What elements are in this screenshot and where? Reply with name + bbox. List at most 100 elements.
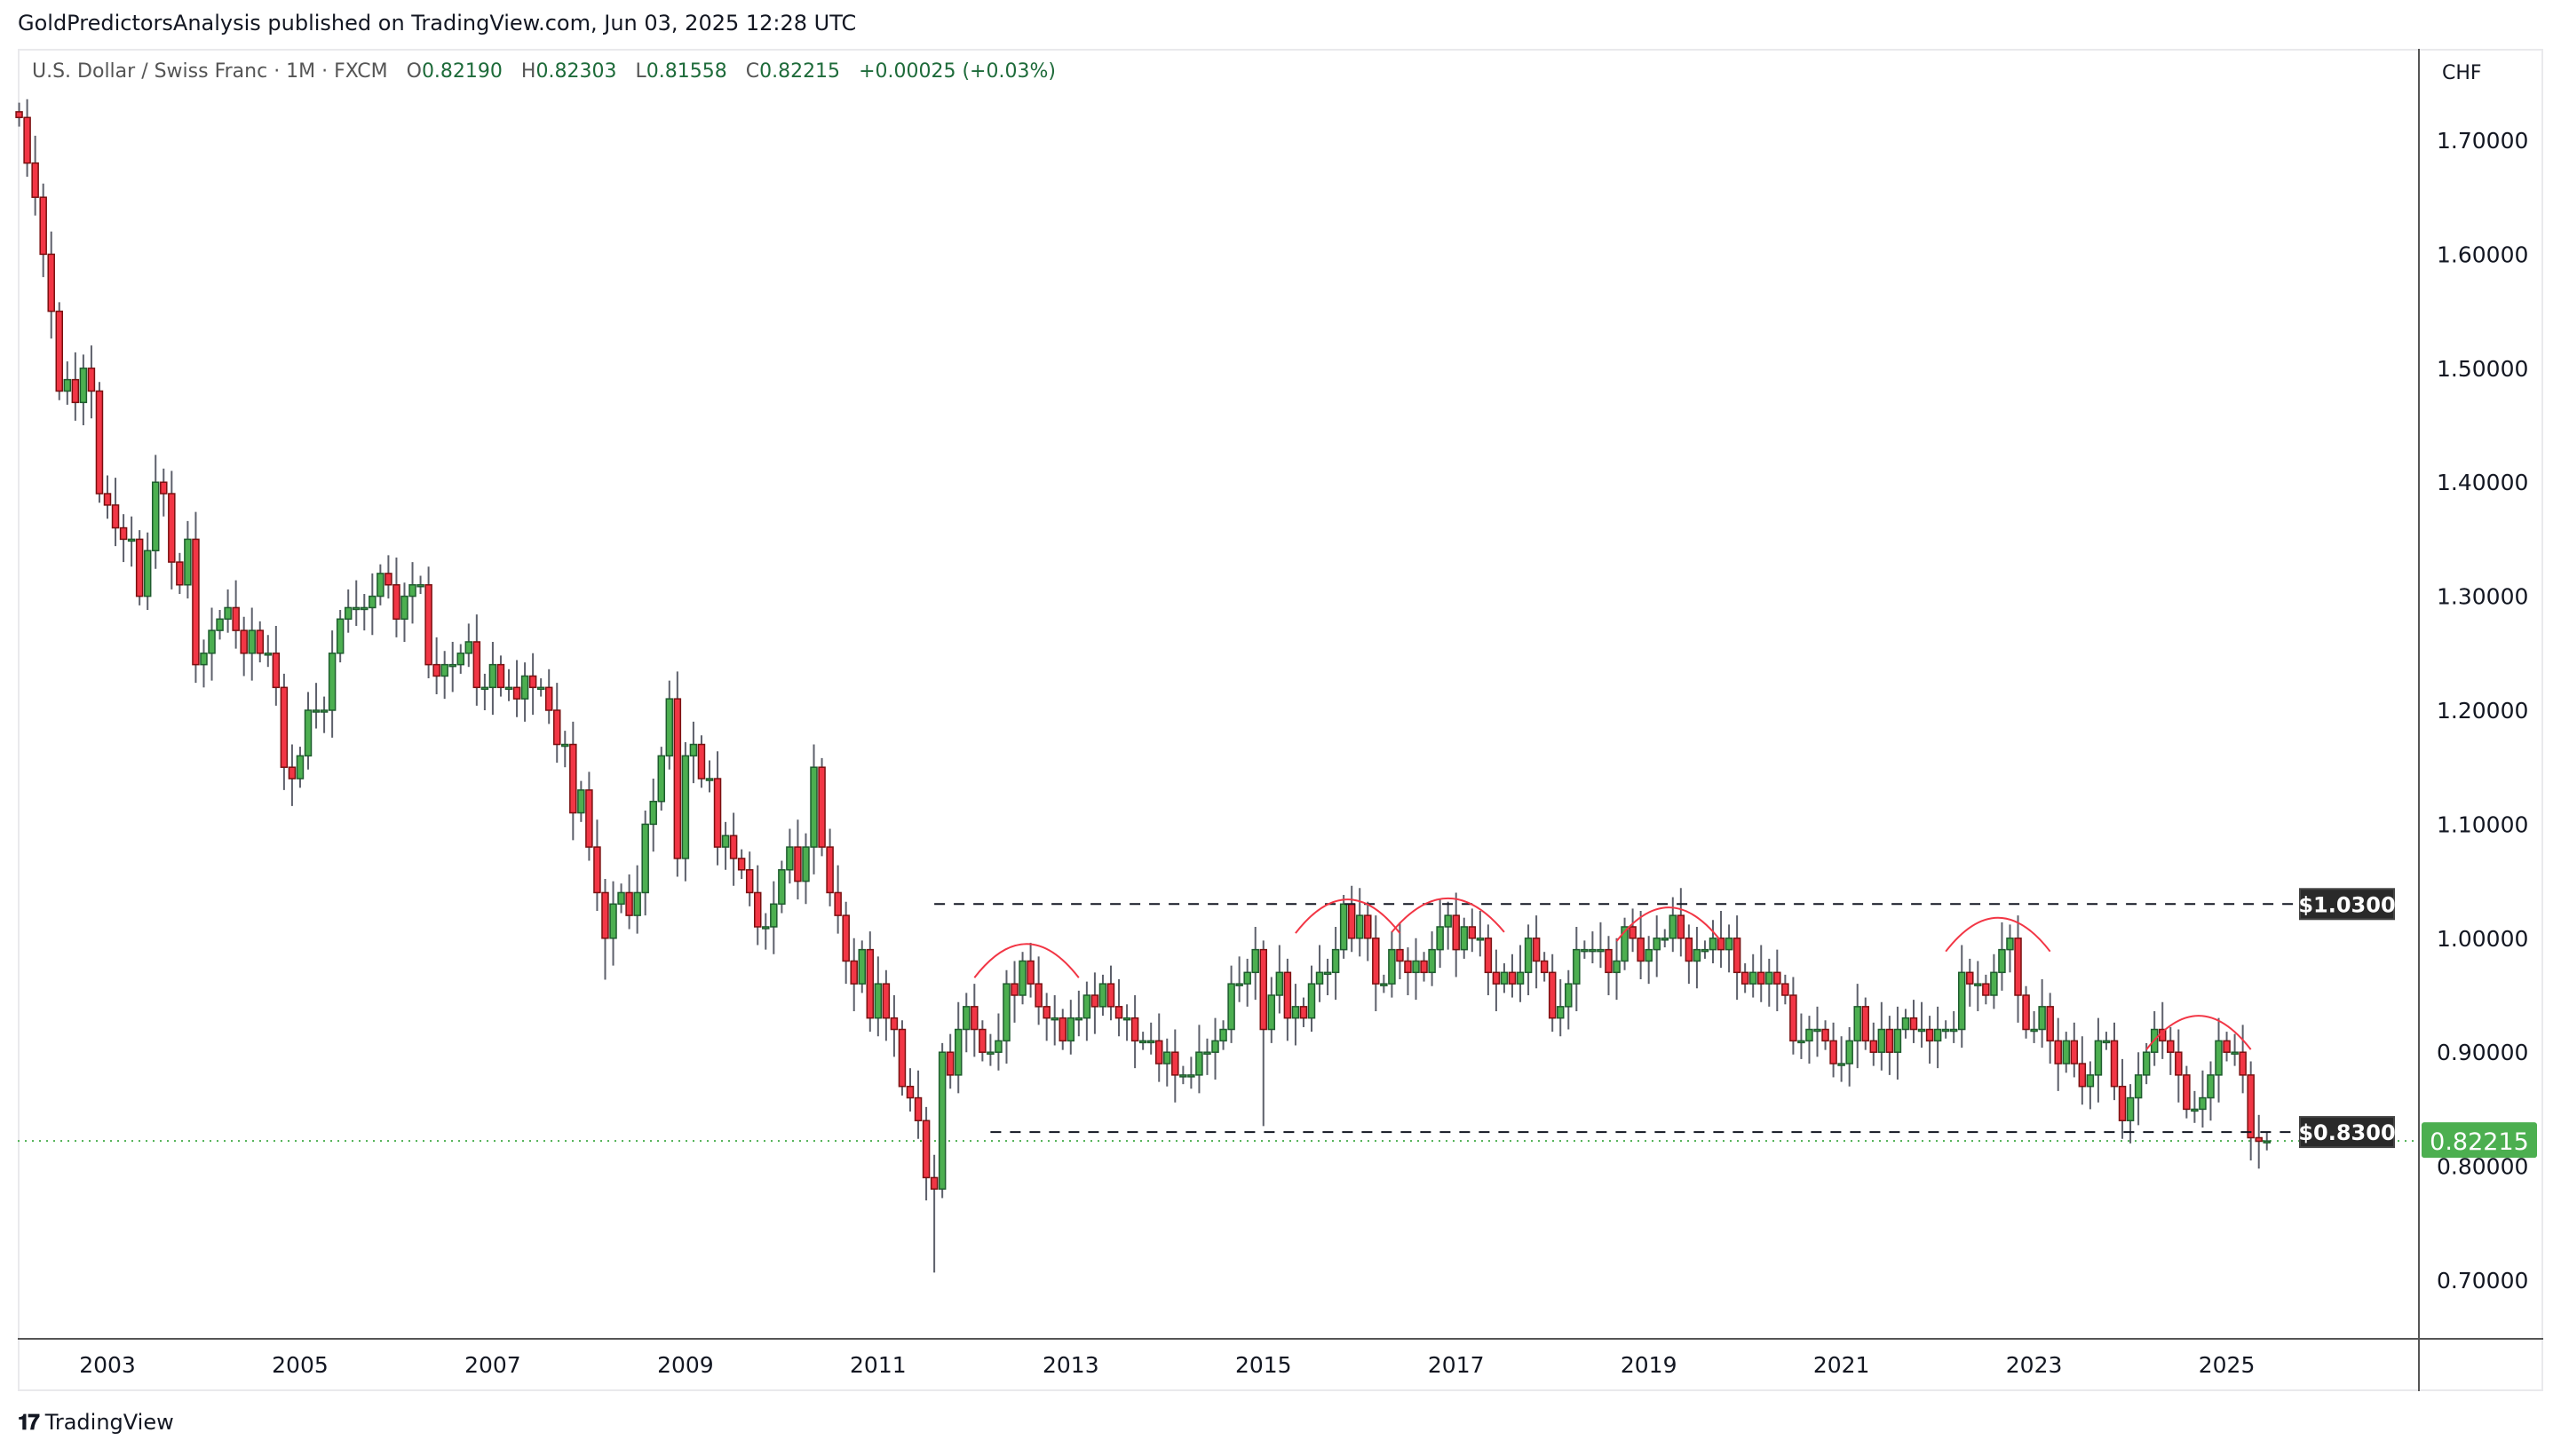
- candle-up: [2102, 1040, 2111, 1044]
- y-tick-label: 0.80000: [2437, 1154, 2528, 1180]
- candle-down: [1829, 1040, 1837, 1064]
- candle-up: [1355, 914, 1364, 939]
- candle-down: [160, 481, 168, 495]
- candle-down: [842, 914, 850, 962]
- candle-down: [1043, 1006, 1051, 1019]
- candle-up: [408, 584, 416, 597]
- candle-down: [1130, 1017, 1139, 1042]
- candle-down: [1027, 960, 1035, 985]
- candle-down: [424, 584, 432, 666]
- candle-down: [673, 698, 682, 859]
- candle-up: [1901, 1017, 1910, 1031]
- candle-up: [1051, 1017, 1058, 1021]
- candle-up: [1765, 971, 1773, 985]
- tradingview-logo-icon: 𝟏𝟕: [18, 1410, 40, 1435]
- y-tick-label: 1.20000: [2437, 698, 2528, 724]
- candle-down: [1372, 938, 1380, 985]
- level-label: $1.0300: [2298, 892, 2395, 917]
- candle-up: [665, 698, 674, 757]
- candle-down: [95, 390, 104, 495]
- candle-down: [1283, 971, 1292, 1019]
- publisher-line: GoldPredictorsAnalysis published on Trad…: [18, 11, 857, 36]
- candle-up: [1243, 971, 1251, 985]
- open-value: 0.82190: [421, 60, 503, 83]
- y-tick-label: 1.40000: [2437, 470, 2528, 495]
- candle-down: [914, 1096, 923, 1121]
- candle-up: [1187, 1074, 1195, 1078]
- candle-up: [954, 1028, 963, 1076]
- candle-up: [352, 606, 361, 611]
- candle-up: [786, 846, 794, 871]
- candle-down: [1637, 938, 1645, 962]
- candle-down: [1885, 1028, 1894, 1053]
- candle-up: [2006, 938, 2014, 951]
- y-tick-label: 1.10000: [2437, 811, 2528, 837]
- low-value: 0.81558: [646, 60, 727, 83]
- candle-down: [971, 1006, 979, 1031]
- last-price-badge: [2422, 1122, 2537, 1159]
- candle-up: [689, 743, 698, 757]
- candle-up: [2191, 1108, 2199, 1112]
- candle-down: [713, 778, 722, 848]
- candle-up: [1990, 971, 1998, 996]
- candle-up: [1669, 914, 1677, 939]
- candle-down: [119, 526, 128, 541]
- candle-up: [2030, 1028, 2038, 1033]
- x-tick-label: 2003: [79, 1352, 136, 1378]
- candle-up: [1195, 1051, 1203, 1076]
- candle-down: [1508, 971, 1517, 985]
- candle-up: [577, 789, 585, 814]
- candle-up: [1837, 1063, 1845, 1066]
- candle-up: [1516, 971, 1525, 985]
- candle-up: [184, 538, 192, 586]
- candle-up: [1428, 948, 1436, 974]
- candle-down: [55, 310, 64, 392]
- candle-down: [15, 111, 23, 119]
- close-value: 0.82215: [759, 60, 841, 83]
- candle-down: [1548, 971, 1557, 1019]
- candle-up: [456, 653, 465, 666]
- y-tick-label: 0.70000: [2437, 1268, 2528, 1294]
- candle-down: [2255, 1136, 2263, 1143]
- candle-up: [377, 573, 385, 597]
- y-tick-label: 1.30000: [2437, 584, 2528, 610]
- candle-down: [1966, 971, 1974, 985]
- candle-down: [1171, 1051, 1179, 1076]
- x-tick-label: 2011: [850, 1352, 907, 1378]
- candle-up: [1589, 948, 1597, 953]
- candle-down: [1035, 983, 1043, 1008]
- candle-up: [1797, 1040, 1805, 1044]
- candle-down: [2022, 994, 2030, 1031]
- arc-annotation: [973, 943, 1080, 978]
- symbol-name[interactable]: U.S. Dollar / Swiss Franc · 1M · FXCM: [32, 60, 388, 83]
- currency-label[interactable]: CHF: [2442, 62, 2482, 84]
- candle-up: [480, 686, 489, 691]
- candle-down: [922, 1120, 931, 1179]
- candle-up: [1146, 1040, 1155, 1044]
- candle-up: [2126, 1096, 2135, 1121]
- candle-down: [1090, 994, 1099, 1008]
- candle-up: [1653, 938, 1661, 951]
- candle-up: [778, 869, 786, 906]
- y-tick-label: 1.00000: [2437, 926, 2528, 952]
- candle-up: [536, 686, 545, 691]
- candle-down: [890, 1017, 899, 1031]
- candle-up: [208, 629, 216, 654]
- candle-down: [1869, 1040, 1878, 1053]
- candle-up: [649, 800, 657, 826]
- candle-down: [47, 253, 55, 313]
- candle-up: [1275, 971, 1284, 996]
- candle-down: [1106, 983, 1115, 1008]
- candle-down: [23, 116, 31, 164]
- candle-up: [1597, 948, 1605, 953]
- tradingview-brand[interactable]: 𝟏𝟕 TradingView: [18, 1410, 174, 1435]
- candle-down: [946, 1051, 955, 1076]
- candle-down: [818, 766, 826, 848]
- candle-up: [1573, 948, 1581, 985]
- candle-up: [1412, 960, 1420, 974]
- candle-up: [1267, 994, 1276, 1031]
- candle-down: [625, 891, 633, 916]
- candle-down: [192, 538, 200, 666]
- candle-down: [2054, 1040, 2062, 1064]
